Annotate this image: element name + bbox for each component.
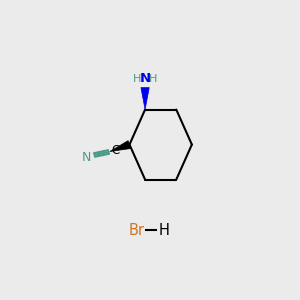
Polygon shape xyxy=(141,88,149,110)
Text: H: H xyxy=(158,223,169,238)
Text: C: C xyxy=(112,144,120,157)
Text: H: H xyxy=(133,74,142,84)
Text: N: N xyxy=(82,151,92,164)
Text: N: N xyxy=(140,72,151,85)
Text: Br: Br xyxy=(128,223,145,238)
Polygon shape xyxy=(110,141,131,152)
Text: H: H xyxy=(149,74,158,84)
